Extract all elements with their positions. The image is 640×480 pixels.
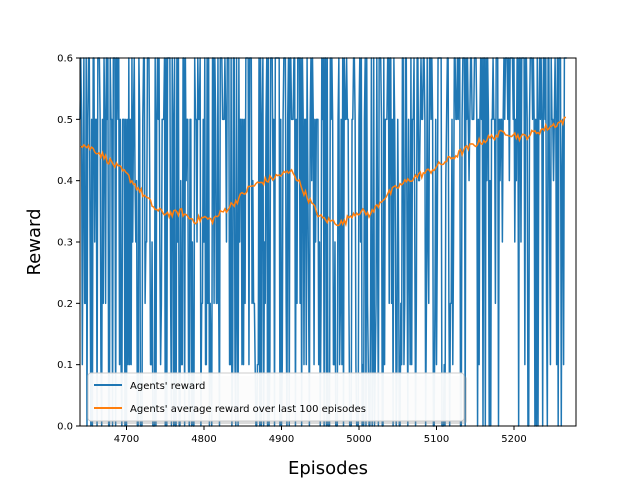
- x-tick-label: 5100: [424, 434, 449, 445]
- x-tick-label: 4700: [114, 434, 139, 445]
- y-tick-label: 0.0: [57, 422, 73, 433]
- ticks-layer: 4700 4800 4900 5000 5100 5200 0.0 0.1 0.2 0.3 0.4 0…: [57, 54, 527, 446]
- x-axis-label: Episodes: [288, 458, 368, 479]
- y-tick-label: 0.4: [57, 176, 73, 187]
- legend: Agents' reward Agents' average reward ov…: [87, 372, 467, 424]
- x-tick-label: 5000: [346, 434, 371, 445]
- legend-label-reward: Agents' reward: [130, 381, 205, 392]
- x-tick-label: 4900: [269, 434, 294, 445]
- legend-label-average: Agents' average reward over last 100 epi…: [130, 404, 366, 415]
- y-tick-label: 0.3: [57, 238, 73, 249]
- y-tick-label: 0.6: [57, 54, 73, 65]
- series-line-average-reward: [80, 116, 566, 228]
- y-axis-label: Reward: [24, 208, 45, 275]
- legend-box: [87, 372, 465, 422]
- y-tick-label: 0.1: [57, 360, 73, 371]
- y-tick-label: 0.5: [57, 115, 73, 126]
- x-tick-label: 4800: [191, 434, 216, 445]
- y-tick-label: 0.2: [57, 299, 73, 310]
- x-tick-label: 5200: [501, 434, 526, 445]
